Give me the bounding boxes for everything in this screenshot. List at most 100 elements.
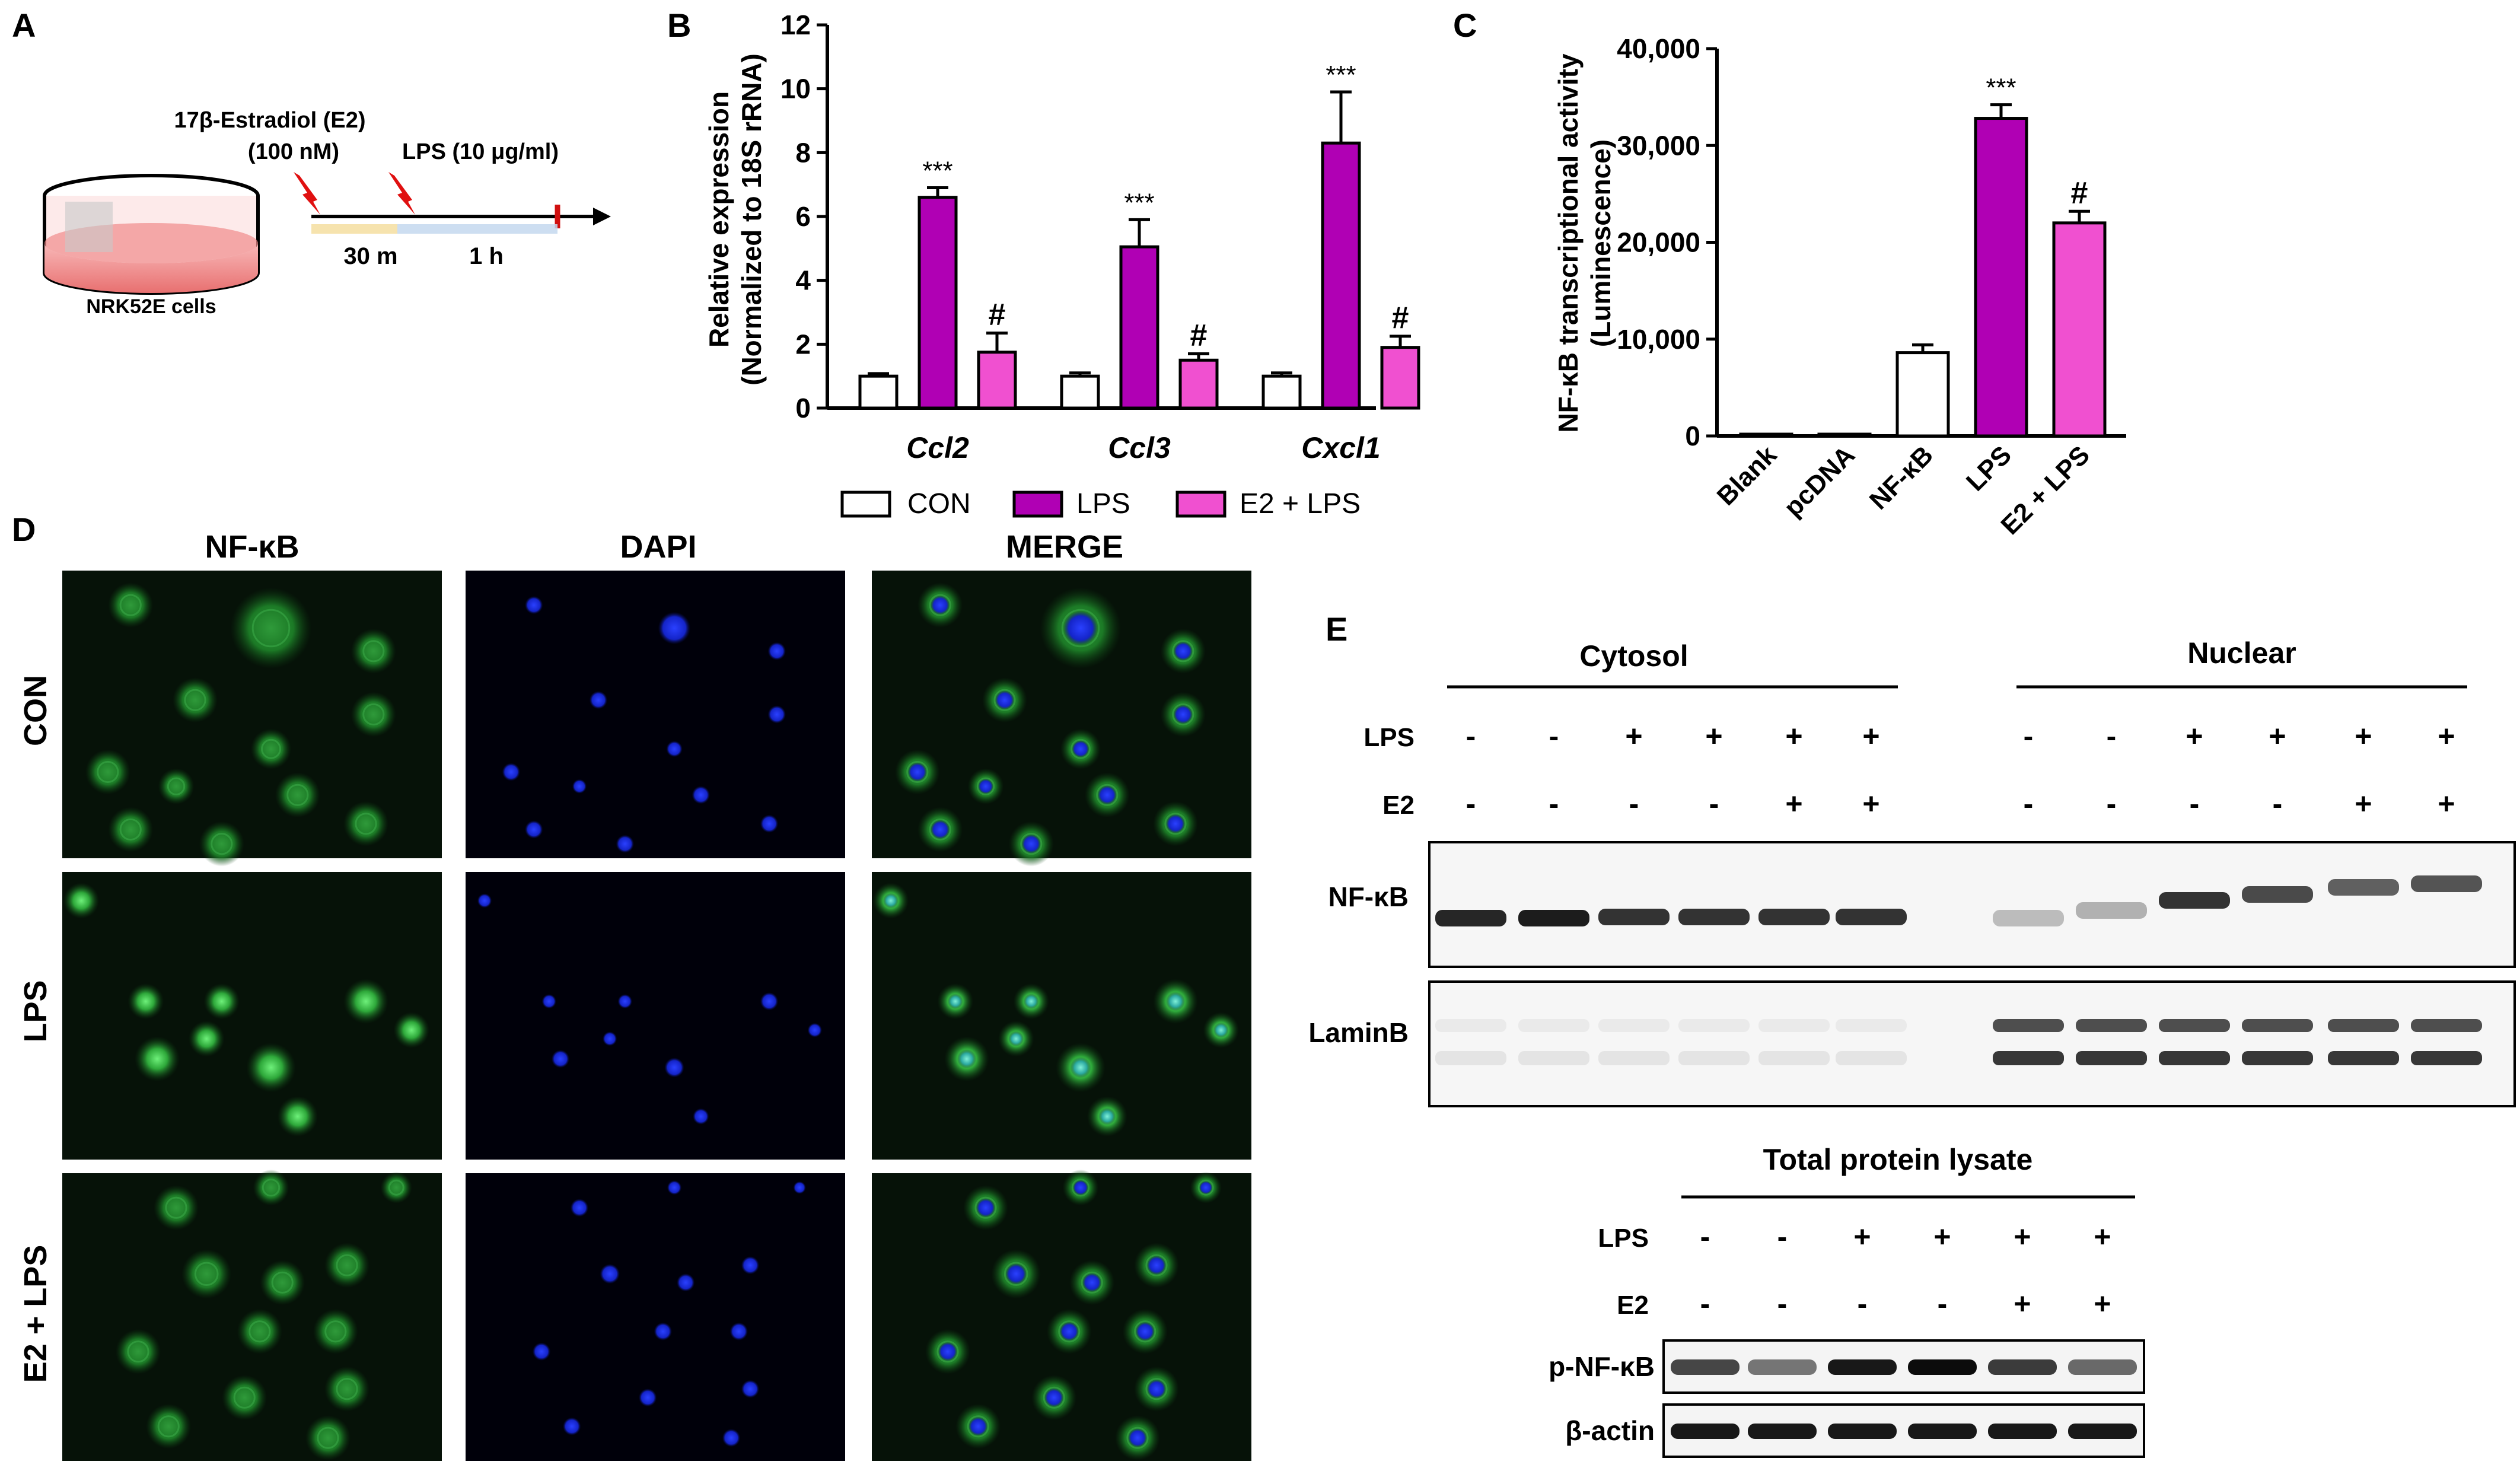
cell-outline [336, 1378, 358, 1400]
panel-label-c: C [1453, 7, 1477, 44]
cell-cytoplasm [351, 628, 396, 674]
nucleus [767, 705, 786, 724]
cell-cytoplasm [351, 692, 396, 737]
bar-cxcl1-0 [1261, 374, 1302, 410]
cell-outline [1058, 1320, 1081, 1343]
lps-sign: - [2024, 719, 2034, 753]
merged-nucleus [931, 820, 950, 839]
merged-nucleus [1173, 705, 1193, 724]
cell-cytoplasm [246, 1043, 296, 1093]
bar-ccl2-0 [858, 374, 899, 410]
merged-nucleus [1147, 1379, 1166, 1399]
cell-cytoplasm [173, 677, 218, 723]
laminb-band-upper [1758, 1019, 1830, 1032]
laminb-band-lower [2076, 1051, 2147, 1065]
y-tick-label: 20,000 [1617, 227, 1700, 258]
merged-nucleus [976, 1198, 995, 1218]
merged-nucleus [1021, 834, 1041, 854]
blot-pnfkb-frame [1662, 1339, 2145, 1394]
cell-outline [906, 760, 929, 784]
laminb-band-lower [1758, 1051, 1830, 1065]
cell-outline [317, 1426, 339, 1449]
cell-outline [1172, 703, 1194, 726]
total-lps-sign: + [2094, 1220, 2111, 1253]
panel-b-ylabel-line2: (Normalized to 18S rRNA) [736, 53, 767, 386]
merged-nucleus [1128, 1428, 1147, 1448]
panel-d-microscopy: NF-κB DAPI MERGE CON LPS E2 + LPS [18, 529, 1251, 1461]
laminb-band-lower [1836, 1051, 1907, 1065]
nucleus [741, 1380, 760, 1398]
merged-nucleus [907, 762, 927, 782]
y-tick-label: 30,000 [1617, 130, 1700, 161]
cell-outline [119, 594, 142, 616]
e2-sign: - [1629, 787, 1639, 820]
cell-cytoplasm [199, 821, 244, 867]
panel-c-chart: NF-κB transcriptional activity (Luminesc… [1553, 33, 2126, 540]
lightning-icon [294, 172, 320, 215]
y-tick-label: 2 [795, 329, 811, 359]
lps-sign: + [1625, 719, 1642, 753]
merged-nucleus [1024, 993, 1039, 1010]
total-e2-sign: - [1777, 1287, 1788, 1320]
e2-sign: + [1785, 787, 1802, 820]
lps-sign: - [1466, 719, 1476, 753]
treatment-e2-line2: (100 nM) [248, 139, 339, 164]
cell-line-label: NRK52E cells [86, 295, 216, 318]
bar-cxcl1-1 [1321, 141, 1361, 410]
cell-outline [1043, 1386, 1065, 1409]
bar-ccl2-1 [917, 196, 958, 410]
cell-outline [1164, 813, 1187, 835]
y-tick-label: 8 [795, 137, 811, 168]
total-lps-sign: - [1777, 1220, 1788, 1253]
cell-cytoplasm [275, 772, 320, 818]
cell-outline [211, 833, 233, 855]
row-label-lps: LPS [18, 980, 53, 1042]
blot-bactin-label: β-actin [1565, 1415, 1655, 1446]
cell-outline [993, 689, 1016, 711]
cell-outline [194, 1262, 219, 1287]
nucleus [729, 1322, 748, 1340]
laminb-band-upper [1993, 1019, 2064, 1032]
culture-dish-icon [43, 174, 260, 295]
panel-label-d: D [12, 511, 36, 548]
nucleus [760, 992, 779, 1011]
cell-cytoplasm [393, 1012, 430, 1049]
significance-label: *** [1986, 74, 2016, 103]
lps-sign: - [2107, 719, 2117, 753]
cell-cytoplasm [260, 1260, 305, 1305]
cell-cytoplasm [343, 801, 388, 846]
cell-cytoplasm [343, 979, 388, 1024]
nucleus [551, 1050, 570, 1068]
panel-label-a: A [12, 7, 36, 44]
cell-outline [388, 1179, 404, 1196]
cell-outline [1126, 1426, 1149, 1449]
micrograph-background [872, 872, 1251, 1160]
laminb-band-upper [2242, 1019, 2313, 1032]
lps-sign: + [1705, 719, 1722, 753]
bar-ccl2-2 [977, 351, 1017, 410]
cell-cytoplasm [108, 582, 154, 628]
legend-label-e2-lps: E2 + LPS [1240, 488, 1361, 520]
cell-cytoplasm [108, 807, 154, 852]
merged-nucleus [1199, 1181, 1213, 1195]
nucleus [793, 1181, 806, 1194]
lightning-icon [388, 172, 415, 215]
cell-outline [251, 609, 291, 648]
bar-ccl3-0 [1060, 374, 1100, 410]
cell-outline [261, 738, 281, 759]
merged-nucleus [1097, 785, 1117, 805]
cell-outline [1081, 1271, 1103, 1294]
row-label-e2-lps: E2 + LPS [18, 1245, 53, 1383]
laminb-band-lower [1993, 1051, 2064, 1065]
merged-nucleus [1098, 1107, 1116, 1125]
nucleus [722, 1429, 741, 1447]
x-category-label: pcDNA [1779, 440, 1860, 522]
total-lps-sign: - [1700, 1220, 1710, 1253]
cell-cytoplasm [324, 1243, 369, 1288]
merged-nucleus [1166, 814, 1185, 833]
cell-cytoplasm [154, 1185, 199, 1231]
x-category-label: LPS [1961, 440, 2017, 496]
cell-outline [1145, 1378, 1168, 1400]
cell-outline [1020, 833, 1043, 855]
nucleus [692, 786, 711, 804]
